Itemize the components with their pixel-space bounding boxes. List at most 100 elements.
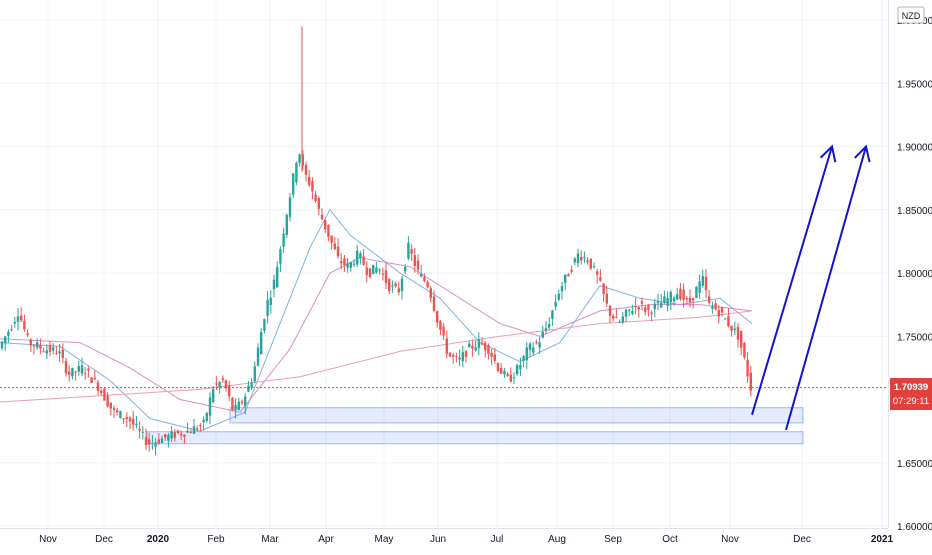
candle-body bbox=[669, 292, 672, 302]
moving-average-line bbox=[0, 310, 753, 403]
candle-body bbox=[525, 347, 528, 361]
candle-body bbox=[570, 270, 573, 272]
support-zone[interactable] bbox=[229, 407, 804, 424]
candle-body bbox=[615, 316, 618, 318]
candle-body bbox=[333, 243, 336, 250]
y-tick-label: 1.85000 bbox=[897, 206, 932, 217]
candle-body bbox=[336, 246, 340, 257]
candle-body bbox=[500, 368, 503, 374]
candle-body bbox=[13, 322, 16, 324]
candle-body bbox=[474, 347, 477, 351]
candle-body bbox=[631, 310, 634, 315]
currency-label-box[interactable] bbox=[897, 6, 925, 24]
moving-averages bbox=[0, 208, 753, 432]
support-zone[interactable] bbox=[146, 431, 804, 445]
trend-arrow-line[interactable] bbox=[751, 146, 833, 415]
candle-body bbox=[205, 412, 208, 421]
candle-body bbox=[442, 326, 445, 336]
candle-body bbox=[628, 309, 631, 311]
candle-body bbox=[228, 385, 231, 397]
candle-body bbox=[496, 363, 500, 371]
candle-body bbox=[112, 408, 116, 410]
candle-body bbox=[711, 306, 714, 309]
candle-body bbox=[740, 330, 743, 348]
candle-body bbox=[599, 277, 602, 281]
candle-body bbox=[420, 273, 423, 277]
candle-body bbox=[730, 325, 733, 331]
candle-body bbox=[436, 311, 439, 323]
time-axis[interactable]: Nov Dec 2020 Feb Mar Apr May Jun Jul Aug Sep Oct Nov… bbox=[39, 534, 893, 545]
x-tick-label: Aug bbox=[548, 534, 566, 545]
candle-body bbox=[647, 305, 650, 310]
candle-body bbox=[173, 432, 176, 438]
grid bbox=[0, 0, 888, 528]
candle-body bbox=[301, 154, 304, 166]
trend-arrow-line[interactable] bbox=[785, 146, 867, 431]
candle-body bbox=[218, 382, 221, 388]
candle-body bbox=[36, 342, 39, 348]
candle-body bbox=[404, 266, 407, 272]
candle-body bbox=[535, 342, 538, 344]
candle-body bbox=[480, 343, 484, 345]
candle-body bbox=[650, 312, 653, 314]
candle-body bbox=[349, 262, 352, 268]
candle-body bbox=[23, 320, 26, 330]
candle-body bbox=[583, 257, 586, 259]
candle-body bbox=[285, 214, 288, 235]
candle-body bbox=[202, 419, 205, 423]
trend-arrow-head[interactable] bbox=[819, 144, 837, 163]
candle-body bbox=[29, 339, 32, 346]
candle-body bbox=[445, 338, 448, 354]
candle-body bbox=[663, 296, 666, 304]
candle-body bbox=[141, 431, 144, 433]
candle-body bbox=[416, 260, 420, 270]
candle-body bbox=[215, 383, 218, 385]
candle-body bbox=[180, 433, 183, 436]
candle-body bbox=[164, 434, 167, 438]
candle-body bbox=[148, 439, 151, 445]
candle-body bbox=[484, 342, 487, 351]
candle-body bbox=[359, 253, 362, 259]
candle-body bbox=[452, 354, 455, 357]
candle-body bbox=[74, 371, 77, 373]
candle-body bbox=[68, 371, 71, 375]
x-tick-label: Sep bbox=[604, 534, 622, 545]
candles bbox=[0, 26, 752, 456]
candle-body bbox=[554, 301, 557, 307]
candle-body bbox=[701, 276, 704, 286]
candle-body bbox=[503, 370, 506, 375]
candle-body bbox=[7, 331, 10, 336]
candle-body bbox=[71, 367, 74, 377]
candle-body bbox=[512, 377, 516, 379]
candle-body bbox=[308, 176, 311, 185]
candle-body bbox=[276, 266, 279, 288]
candle-body bbox=[304, 164, 308, 175]
candle-body bbox=[733, 328, 736, 330]
candle-body bbox=[698, 281, 701, 293]
candle-body bbox=[589, 258, 592, 269]
candle-body bbox=[365, 267, 368, 275]
candle-body bbox=[586, 260, 589, 263]
candle-body bbox=[151, 442, 154, 444]
candle-body bbox=[618, 321, 621, 323]
candle-body bbox=[263, 319, 266, 331]
candle-body bbox=[557, 293, 560, 300]
price-axis[interactable]: 2.000001.950001.900001.850001.800001.750… bbox=[897, 16, 932, 533]
trend-arrow-head[interactable] bbox=[854, 144, 871, 163]
candle-body bbox=[727, 316, 730, 327]
candle-body bbox=[384, 270, 388, 284]
candle-body bbox=[320, 214, 324, 220]
candle-body bbox=[237, 401, 240, 410]
candle-body bbox=[461, 352, 464, 362]
candle-body bbox=[32, 345, 36, 347]
x-tick-label: May bbox=[375, 534, 394, 545]
candle-body bbox=[564, 274, 567, 283]
candle-body bbox=[394, 283, 397, 287]
drawn-arrows[interactable] bbox=[751, 144, 871, 431]
candle-body bbox=[448, 352, 452, 357]
candle-body bbox=[372, 264, 375, 275]
candle-body bbox=[90, 377, 93, 383]
candle-body bbox=[644, 307, 647, 312]
